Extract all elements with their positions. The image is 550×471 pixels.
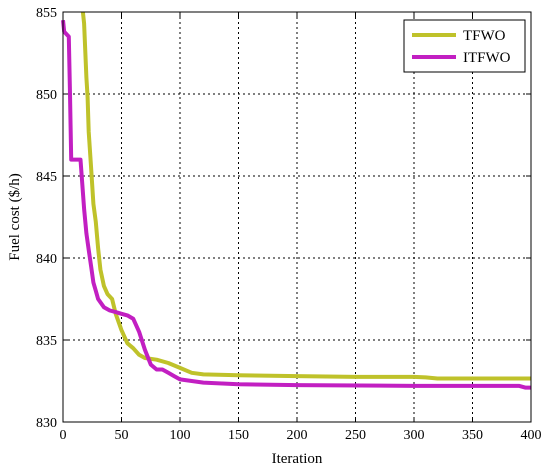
series-group — [61, 11, 531, 390]
x-tick-label: 350 — [462, 428, 483, 443]
x-tick-label: 100 — [170, 428, 191, 443]
x-tick-label: 150 — [228, 428, 249, 443]
x-tick-label: 300 — [404, 428, 425, 443]
y-tick-label: 855 — [36, 6, 57, 21]
y-tick-label: 830 — [36, 416, 57, 431]
legend-box — [403, 19, 526, 73]
grid — [63, 12, 531, 422]
y-tick-label: 845 — [36, 170, 57, 185]
tick-labels: 0 50 100 150 200 250 300 350 400 830 835 840 845 850 8… — [36, 6, 542, 443]
legend-label-itfwo: ITFWO — [463, 50, 511, 66]
series-line-itfwo — [61, 19, 531, 390]
y-axis-label: Fuel cost ($/h) — [7, 173, 23, 261]
legend: TFWO ITFWO — [403, 19, 526, 73]
x-tick-label: 0 — [60, 428, 67, 443]
x-tick-label: 400 — [521, 428, 542, 443]
x-tick-label: 250 — [345, 428, 366, 443]
y-tick-label: 840 — [36, 252, 57, 267]
series-line-tfwo — [80, 11, 531, 381]
axis-ticks — [62, 11, 532, 423]
legend-label-tfwo: TFWO — [463, 28, 506, 44]
x-axis-label: Iteration — [272, 451, 323, 467]
x-tick-label: 50 — [115, 428, 129, 443]
x-tick-label: 200 — [287, 428, 308, 443]
y-tick-label: 835 — [36, 334, 57, 349]
y-tick-label: 850 — [36, 88, 57, 103]
